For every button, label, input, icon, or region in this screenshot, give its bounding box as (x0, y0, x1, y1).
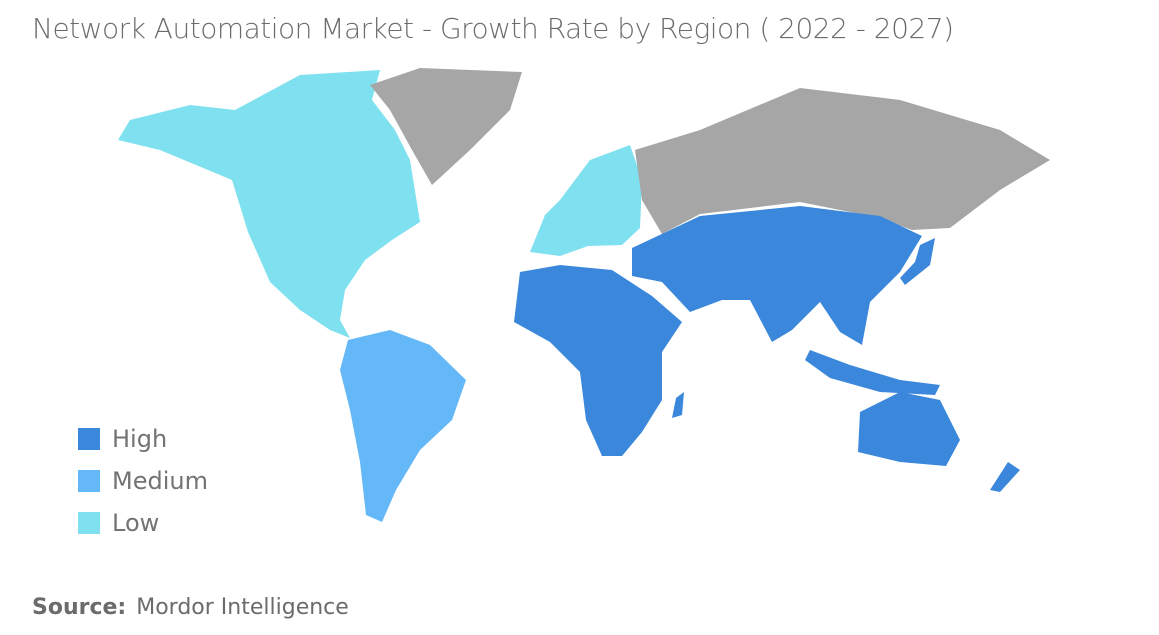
region-russia (635, 88, 1050, 234)
region-south-america (340, 330, 466, 522)
legend-swatch-low (78, 512, 100, 534)
region-madagascar (672, 392, 684, 418)
region-japan (900, 238, 935, 285)
legend-label: Low (112, 509, 160, 537)
region-new-zealand (990, 462, 1020, 492)
legend-swatch-high (78, 428, 100, 450)
region-indonesia (805, 350, 940, 395)
region-africa (514, 265, 682, 456)
legend-label: Medium (112, 467, 208, 495)
legend-item-medium: Medium (78, 460, 208, 502)
legend-label: High (112, 425, 168, 453)
chart-title: Network Automation Market - Growth Rate … (32, 12, 954, 45)
region-greenland (370, 68, 522, 185)
region-europe (530, 145, 642, 256)
legend-item-low: Low (78, 502, 208, 544)
region-asia (632, 206, 922, 345)
region-australia (858, 392, 960, 466)
region-north-america (118, 70, 420, 338)
source-value: Mordor Intelligence (136, 595, 349, 620)
legend-item-high: High (78, 418, 208, 460)
source-label: Source: (32, 595, 127, 620)
legend: High Medium Low (78, 418, 208, 544)
source-note: Source: Mordor Intelligence (32, 595, 349, 620)
legend-swatch-medium (78, 470, 100, 492)
